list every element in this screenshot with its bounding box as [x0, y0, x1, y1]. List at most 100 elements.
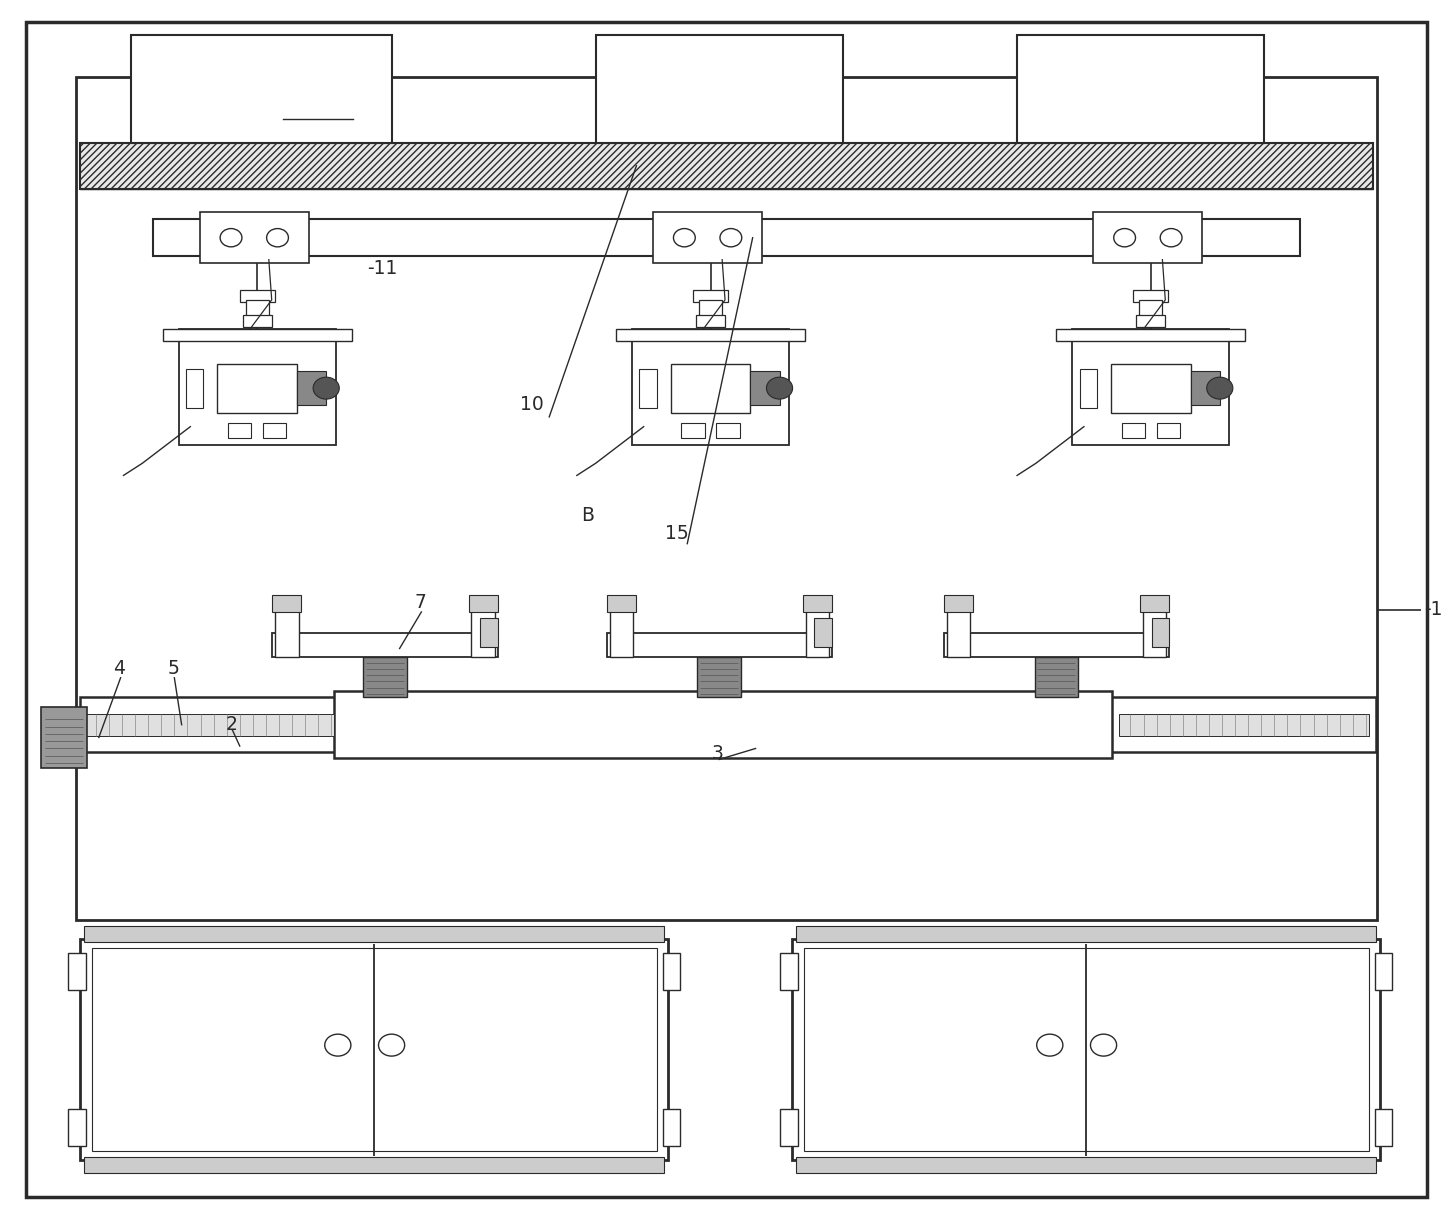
Bar — [1142, 608, 1165, 657]
Circle shape — [721, 229, 742, 247]
Bar — [131, 35, 392, 143]
Bar — [639, 368, 657, 407]
Bar — [1112, 363, 1191, 412]
Bar — [944, 595, 974, 612]
Bar — [792, 939, 1380, 1160]
Circle shape — [378, 1034, 404, 1056]
Bar — [796, 1157, 1376, 1173]
Bar — [947, 608, 971, 657]
Bar — [1191, 371, 1219, 405]
Bar — [670, 363, 750, 412]
Bar — [697, 657, 741, 697]
Bar — [1375, 953, 1392, 990]
Bar — [163, 329, 352, 341]
Bar — [696, 315, 725, 327]
Text: -1: -1 — [1424, 600, 1443, 619]
Bar — [654, 212, 761, 263]
Bar — [632, 329, 789, 445]
Bar — [1157, 423, 1180, 438]
Bar — [1035, 657, 1078, 697]
Bar — [1119, 714, 1369, 736]
Bar — [218, 363, 298, 412]
Text: 5: 5 — [167, 658, 179, 678]
Bar — [1151, 618, 1168, 647]
Circle shape — [1161, 229, 1183, 247]
Text: 2: 2 — [225, 714, 237, 734]
Bar — [296, 371, 325, 405]
Bar — [92, 948, 657, 1151]
Circle shape — [1206, 377, 1232, 399]
Bar — [1017, 35, 1264, 143]
Bar — [796, 926, 1376, 942]
Text: B: B — [581, 506, 594, 525]
Bar — [804, 948, 1369, 1151]
Bar — [716, 423, 740, 438]
Text: 15: 15 — [665, 524, 689, 544]
Circle shape — [267, 229, 288, 247]
Bar — [814, 618, 831, 647]
Bar — [273, 633, 497, 657]
Text: 10: 10 — [520, 395, 543, 414]
Text: 7: 7 — [414, 592, 426, 612]
Bar — [802, 595, 831, 612]
Bar — [699, 300, 722, 317]
Bar — [80, 939, 668, 1160]
Bar — [179, 329, 336, 445]
Bar — [228, 423, 251, 438]
Bar — [750, 371, 779, 405]
Bar — [84, 926, 664, 942]
Text: -11: -11 — [368, 258, 398, 278]
Bar — [186, 368, 203, 407]
Bar — [1056, 329, 1245, 341]
Bar — [80, 143, 1373, 189]
Bar — [1139, 595, 1168, 612]
Bar — [243, 315, 272, 327]
Bar — [1080, 368, 1097, 407]
Bar — [68, 953, 86, 990]
Bar — [363, 657, 407, 697]
Bar — [1136, 315, 1165, 327]
Bar — [616, 329, 805, 341]
Bar — [273, 595, 302, 612]
Bar — [596, 35, 843, 143]
Bar — [68, 1109, 86, 1146]
Circle shape — [767, 377, 793, 399]
Bar — [1122, 423, 1145, 438]
Bar — [479, 618, 497, 647]
Bar — [610, 608, 634, 657]
Bar — [199, 212, 308, 263]
Bar — [468, 595, 497, 612]
Bar — [84, 714, 334, 736]
Circle shape — [1037, 1034, 1062, 1056]
Bar — [780, 1109, 798, 1146]
Bar — [944, 633, 1168, 657]
Bar — [276, 608, 299, 657]
Bar — [1094, 212, 1203, 263]
Circle shape — [324, 1034, 352, 1056]
Circle shape — [312, 377, 339, 399]
Circle shape — [1113, 229, 1136, 247]
Bar — [606, 595, 636, 612]
Bar — [153, 219, 1300, 256]
Bar — [693, 290, 728, 302]
Bar — [334, 691, 1112, 758]
Circle shape — [673, 229, 695, 247]
Bar — [663, 1109, 680, 1146]
Bar — [246, 300, 269, 317]
Text: 4: 4 — [113, 658, 125, 678]
Bar — [471, 608, 494, 657]
Bar — [606, 633, 831, 657]
Bar — [1072, 329, 1229, 445]
Text: 3: 3 — [712, 744, 724, 763]
Bar — [84, 1157, 664, 1173]
Bar — [76, 77, 1377, 920]
Bar — [1139, 300, 1162, 317]
Bar — [681, 423, 705, 438]
Bar — [80, 697, 1376, 752]
Circle shape — [1090, 1034, 1116, 1056]
Bar — [805, 608, 828, 657]
Circle shape — [219, 229, 241, 247]
Bar — [1375, 1109, 1392, 1146]
Bar — [263, 423, 286, 438]
Bar — [41, 707, 87, 768]
